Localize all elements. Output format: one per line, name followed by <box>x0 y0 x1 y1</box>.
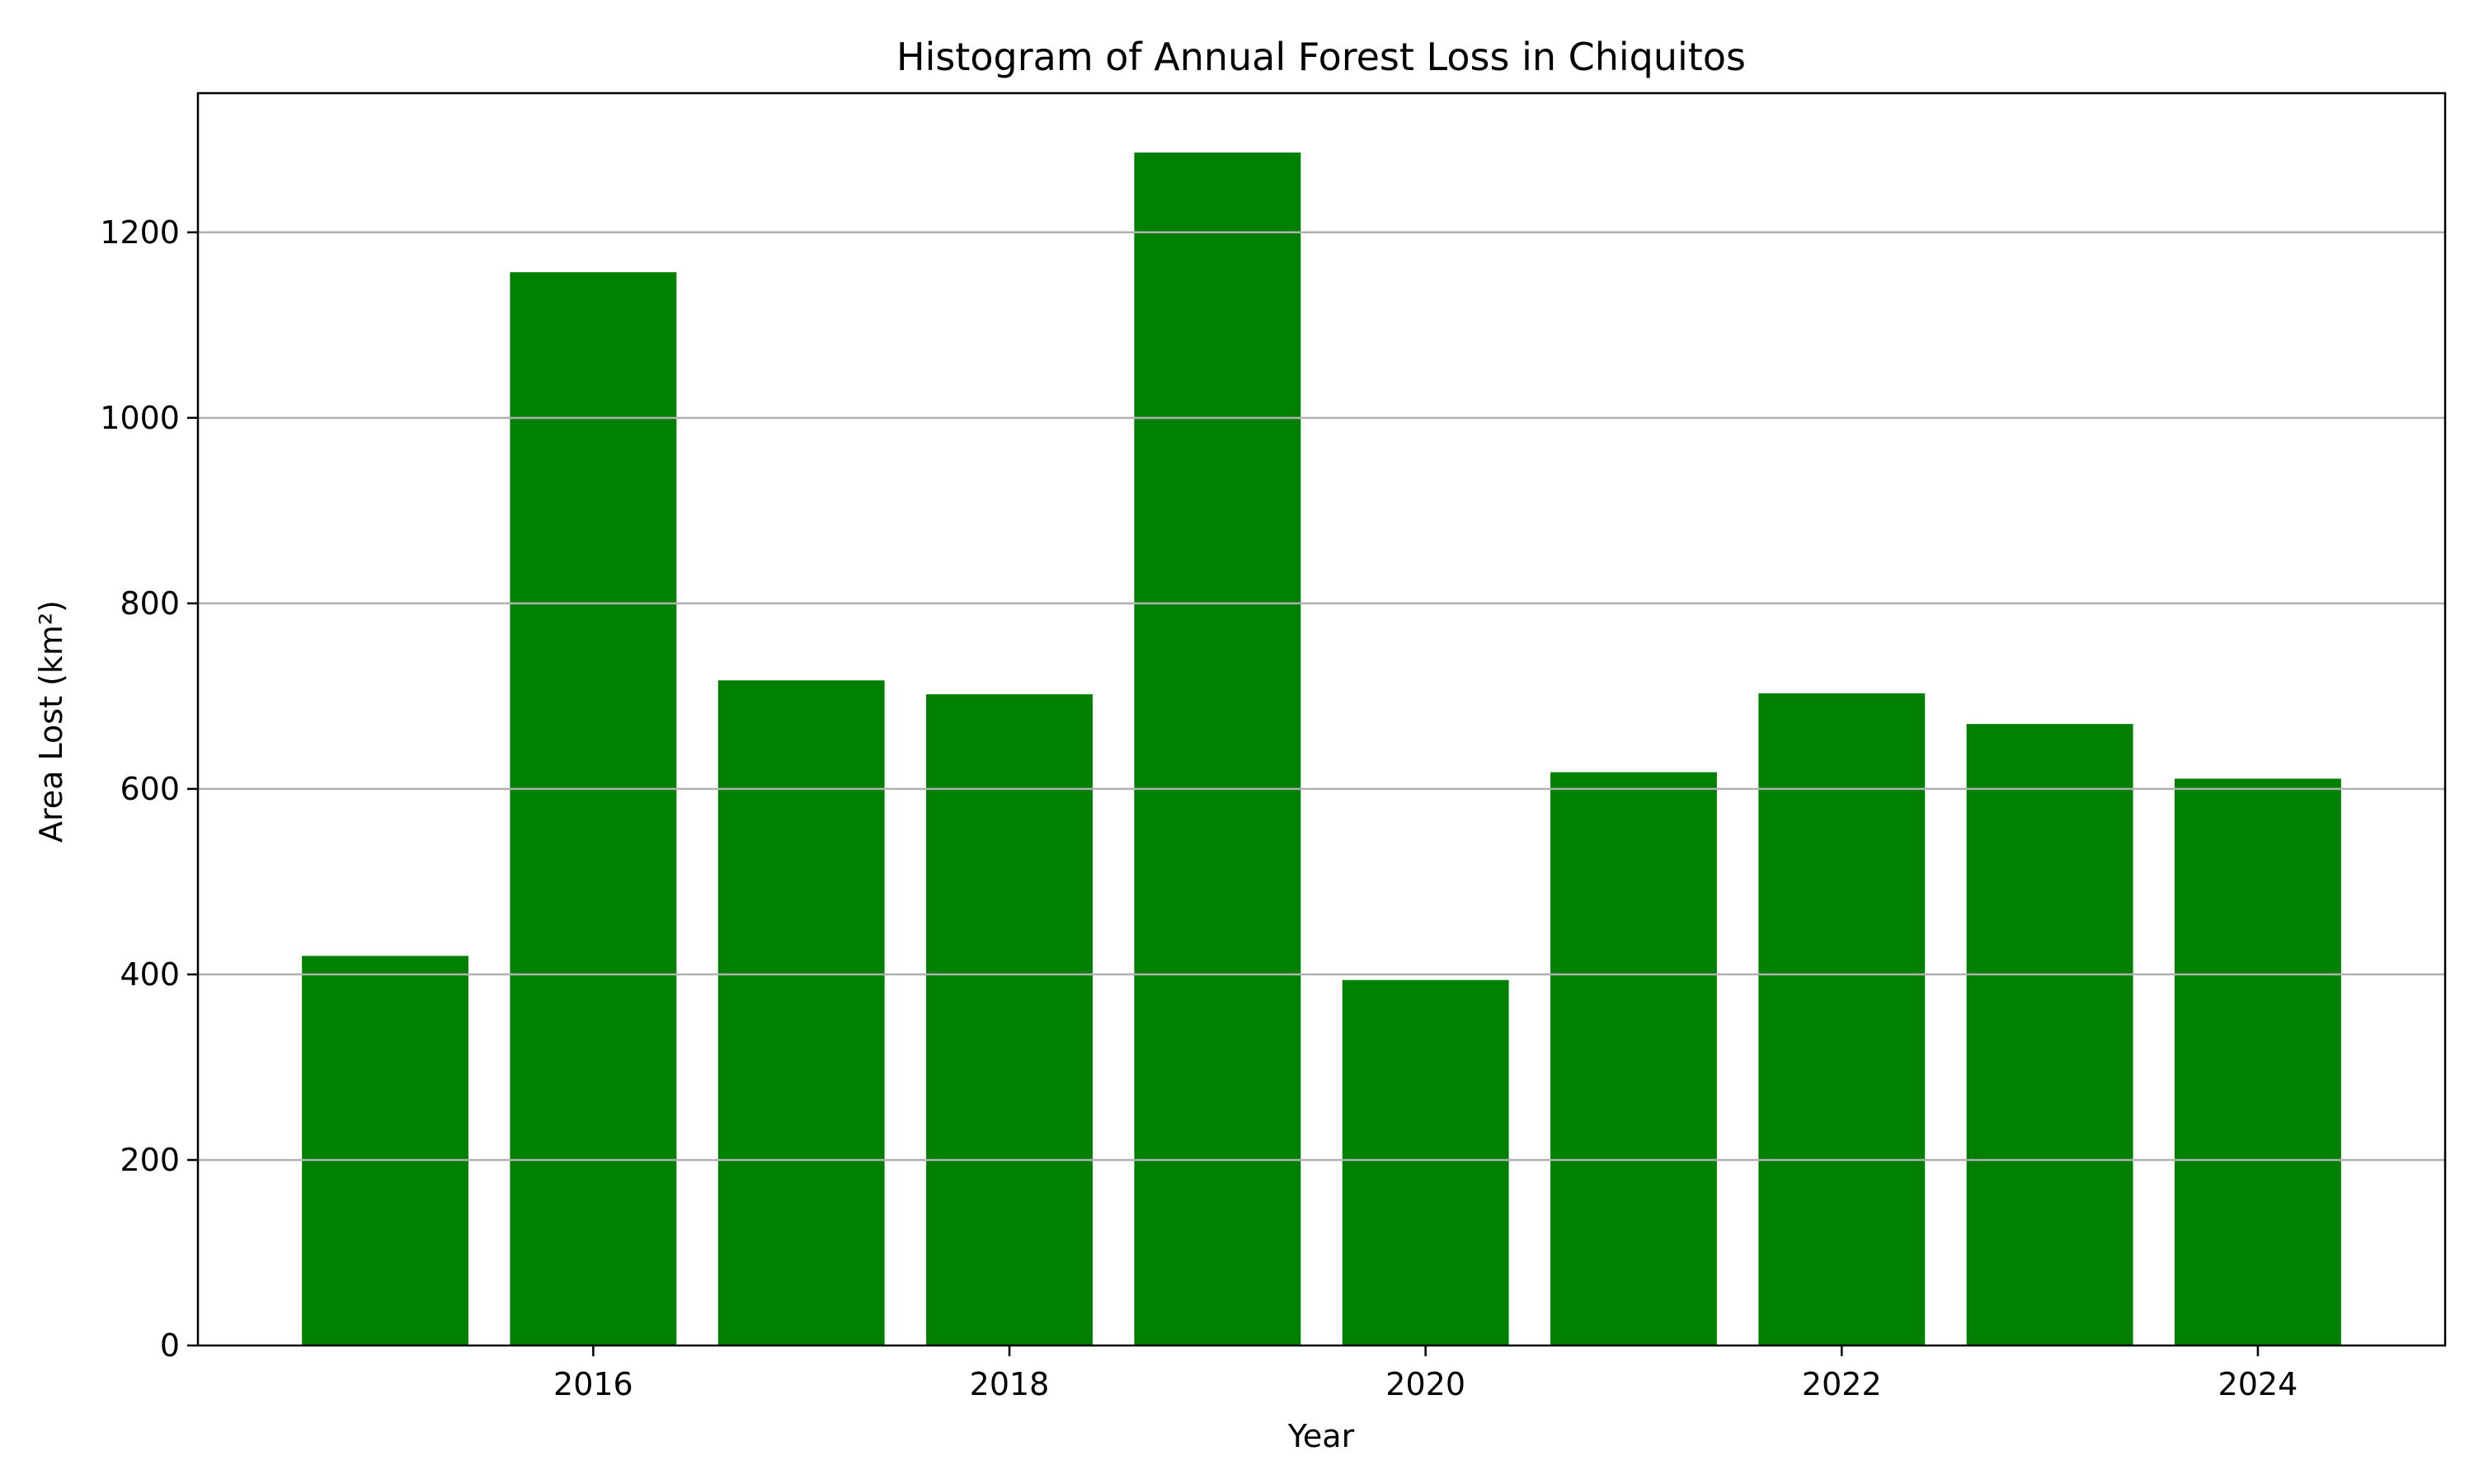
y-tick-label-400: 400 <box>120 956 180 993</box>
x-tick-label-2016: 2016 <box>553 1366 633 1402</box>
x-tick-label-2020: 2020 <box>1385 1366 1465 1402</box>
x-axis-title: Year <box>1287 1418 1355 1454</box>
y-tick-label-600: 600 <box>120 771 180 807</box>
chart-title: Histogram of Annual Forest Loss in Chiqu… <box>896 35 1746 79</box>
bar-2016 <box>510 272 677 1345</box>
y-axis-ticks: 0 200 400 600 800 1000 1200 <box>100 214 198 1364</box>
bar-2024 <box>2174 778 2341 1345</box>
bars <box>302 153 2341 1346</box>
y-tick-label-1000: 1000 <box>100 400 180 436</box>
x-tick-label-2018: 2018 <box>970 1366 1050 1402</box>
y-axis-title: Area Lost (km²) <box>33 600 69 843</box>
bar-2020 <box>1342 979 1509 1345</box>
bar-2021 <box>1550 772 1717 1345</box>
x-axis-ticks: 2016 2018 2020 2022 2024 <box>553 1345 2298 1402</box>
bar-2023 <box>1966 724 2133 1345</box>
bar-2017 <box>717 680 885 1345</box>
bar-2019 <box>1134 153 1301 1346</box>
bar-2022 <box>1758 693 1926 1345</box>
y-tick-label-1200: 1200 <box>100 214 180 251</box>
plot-frame <box>196 92 2447 1347</box>
bar-2018 <box>926 694 1093 1345</box>
x-tick-label-2024: 2024 <box>2218 1366 2298 1402</box>
x-tick-label-2022: 2022 <box>1802 1366 1882 1402</box>
gridlines <box>198 231 2445 1162</box>
y-tick-label-800: 800 <box>120 585 180 622</box>
y-tick-label-0: 0 <box>160 1327 180 1364</box>
bar-2015 <box>302 956 469 1345</box>
y-tick-label-200: 200 <box>120 1142 180 1178</box>
